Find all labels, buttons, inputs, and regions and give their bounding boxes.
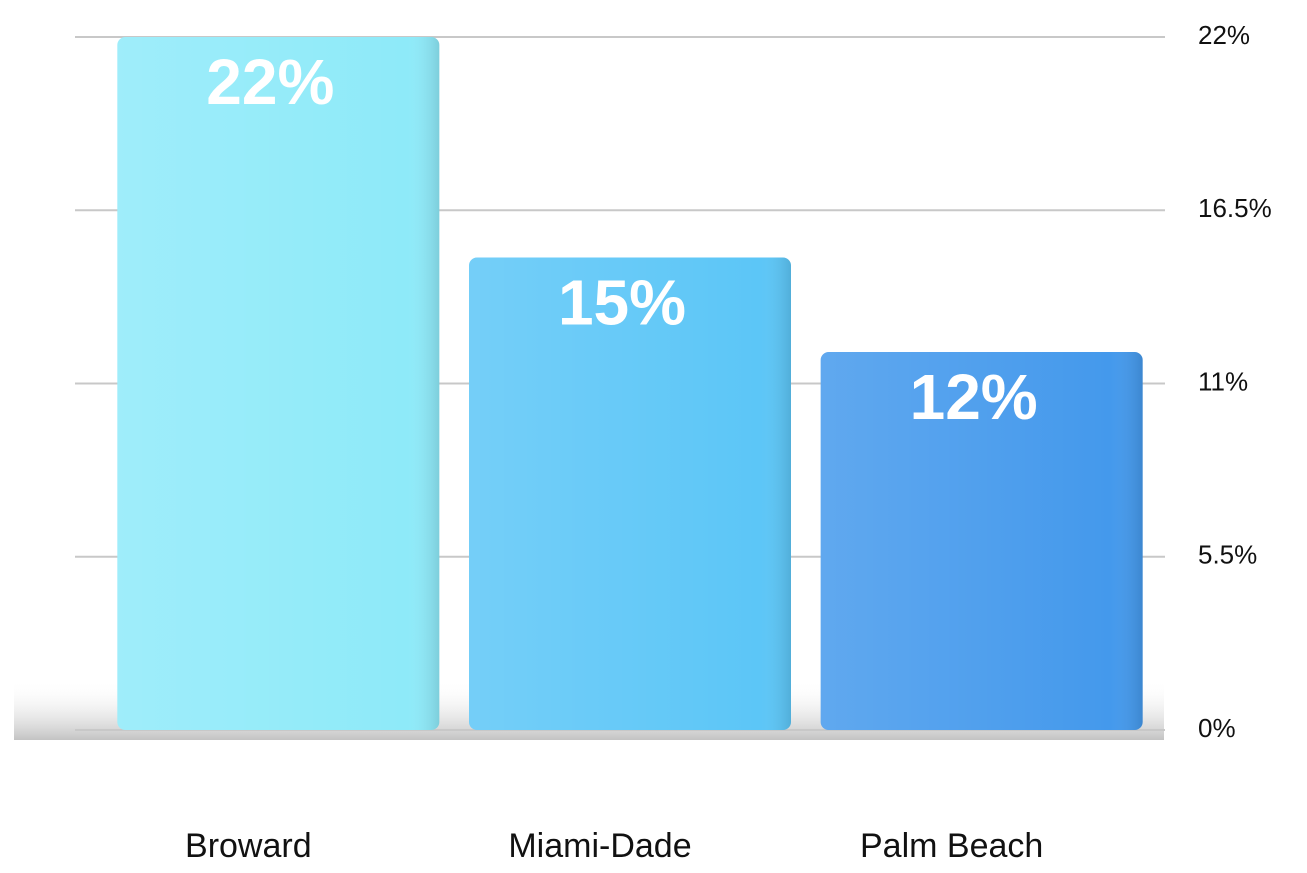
y-tick-label: 5.5% bbox=[1198, 540, 1257, 570]
value-label: 22% bbox=[206, 46, 334, 118]
y-tick-label: 22% bbox=[1198, 20, 1250, 50]
bar-shade bbox=[469, 257, 791, 730]
x-tick-label: Miami-Dade bbox=[508, 827, 691, 865]
value-label: 12% bbox=[910, 361, 1038, 433]
y-tick-label: 16.5% bbox=[1198, 193, 1272, 223]
bar-shade bbox=[820, 352, 1143, 730]
value-label: 15% bbox=[558, 266, 686, 338]
x-tick-label: Broward bbox=[185, 827, 312, 865]
y-tick-label: 11% bbox=[1198, 366, 1248, 396]
y-tick-label: 0% bbox=[1198, 713, 1236, 743]
bar-shade bbox=[117, 37, 440, 730]
x-tick-label: Palm Beach bbox=[860, 827, 1043, 865]
